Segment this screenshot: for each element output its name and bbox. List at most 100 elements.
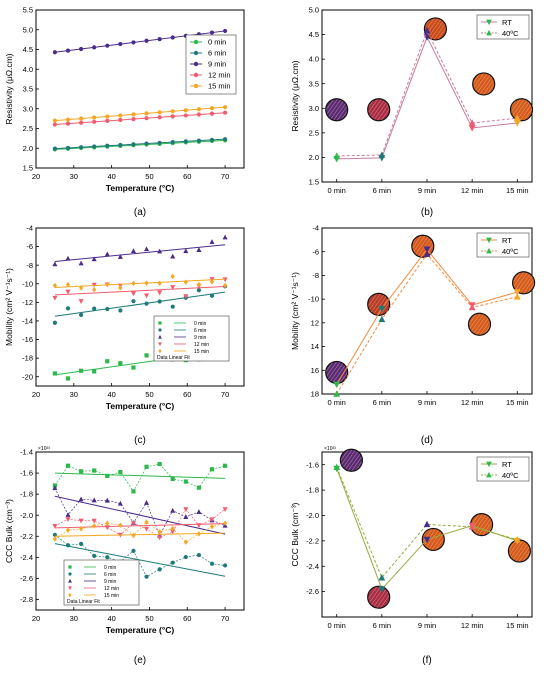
data-point [131, 365, 136, 370]
data-point [131, 489, 136, 494]
x-tick-label: 70 [221, 172, 229, 181]
legend-box [476, 232, 530, 258]
y-tick-label: -1.8 [306, 486, 319, 495]
legend-swatch-marker [158, 328, 162, 332]
data-point [209, 523, 215, 530]
data-point [92, 45, 97, 50]
x-tick-label: 9 min [418, 186, 436, 195]
series-15-min [52, 519, 228, 545]
data-point [118, 361, 123, 366]
data-point [52, 50, 58, 55]
y-tick-label: -10 [308, 295, 319, 304]
data-point [170, 525, 175, 532]
fit-line [54, 106, 226, 122]
data-point [378, 586, 386, 593]
data-point [144, 246, 150, 252]
data-point [513, 120, 521, 127]
legend-swatch-marker [486, 237, 492, 244]
data-point [209, 467, 215, 472]
data-point [118, 41, 123, 47]
x-tick-label: 12 min [461, 186, 484, 195]
data-point [78, 285, 84, 291]
legend-swatch-marker [486, 29, 492, 36]
data-point [131, 548, 136, 553]
data-point [222, 507, 228, 513]
data-point [144, 526, 150, 532]
data-point [183, 113, 188, 118]
legend-entry: 0 min [208, 38, 226, 47]
legend-entry: 12 min [194, 342, 209, 348]
legend-entry: 6 min [104, 572, 116, 578]
data-point [157, 248, 163, 254]
data-point [105, 555, 110, 560]
data-point [196, 281, 202, 288]
data-point [170, 560, 175, 565]
fit-line [54, 532, 226, 537]
plot-frame [35, 227, 245, 387]
legend-entry: 40ºC [502, 471, 519, 480]
legend-entry: 40ºC [502, 29, 519, 38]
data-point [52, 282, 58, 289]
data-point [78, 46, 84, 52]
data-point [423, 536, 431, 544]
y-tick-label: 3.0 [23, 104, 33, 113]
y-tick-label: -1.8 [20, 490, 33, 499]
data-point [118, 113, 123, 118]
legend-entry: RT [502, 460, 512, 469]
legend-swatch-marker [68, 572, 72, 576]
inset-texture [340, 449, 362, 471]
x-tick-label: 40 [107, 614, 115, 623]
data-point [65, 512, 71, 517]
data-trace [54, 521, 226, 543]
chart-c: -20 -18 -16 -14 -12 -10 -8 -6 -4 20 30 40 50 60 70 Temp… [4, 224, 245, 446]
y-tick-label: -4 [26, 224, 33, 233]
data-point [118, 308, 123, 313]
series-9-min [52, 485, 228, 538]
series-9-min [52, 234, 228, 267]
data-point [65, 121, 71, 126]
data-point [104, 497, 110, 503]
data-point [131, 116, 136, 122]
y-tick-label: 4.5 [309, 30, 319, 39]
panel-label: (b) [421, 207, 433, 218]
data-point [209, 293, 215, 298]
y-tick-label: 4.0 [309, 55, 319, 64]
series-0-min [52, 461, 228, 494]
fit-line [54, 286, 226, 296]
x-tick-label: 15 min [506, 186, 529, 195]
legend-box [153, 315, 230, 362]
data-point [118, 117, 123, 123]
y-tick-label: 4.5 [23, 45, 33, 54]
legend-entry: 6 min [208, 49, 226, 58]
panel-label: (c) [134, 435, 146, 446]
data-trace [54, 534, 226, 578]
data-point [222, 137, 228, 142]
legend-entry: 15 min [194, 349, 209, 355]
data-point [170, 285, 176, 290]
data-point [196, 288, 202, 293]
y-tick-label: 1.5 [23, 164, 33, 173]
data-point [105, 473, 110, 479]
y-axis-label: Mobility (cm² V⁻¹s⁻¹) [4, 268, 14, 346]
data-point [144, 280, 149, 286]
data-point [65, 543, 71, 548]
data-point [131, 142, 136, 147]
data-point [92, 369, 97, 374]
data-point [92, 468, 97, 473]
y-tick-label: -8 [26, 261, 33, 270]
series-RT [333, 465, 521, 593]
data-point [209, 239, 215, 245]
fit-line [54, 138, 226, 150]
series-line [336, 35, 518, 160]
x-tick-label: 12 min [461, 398, 484, 407]
series-6-min [52, 532, 228, 579]
y-tick-label: 2.5 [23, 124, 33, 133]
fit-line [54, 543, 226, 577]
legend-swatch-marker [68, 586, 72, 591]
series-15-min [52, 273, 228, 293]
data-point [144, 500, 150, 505]
data-point [52, 261, 58, 267]
data-point [92, 286, 97, 293]
legend: RT 40ºC [476, 232, 530, 258]
